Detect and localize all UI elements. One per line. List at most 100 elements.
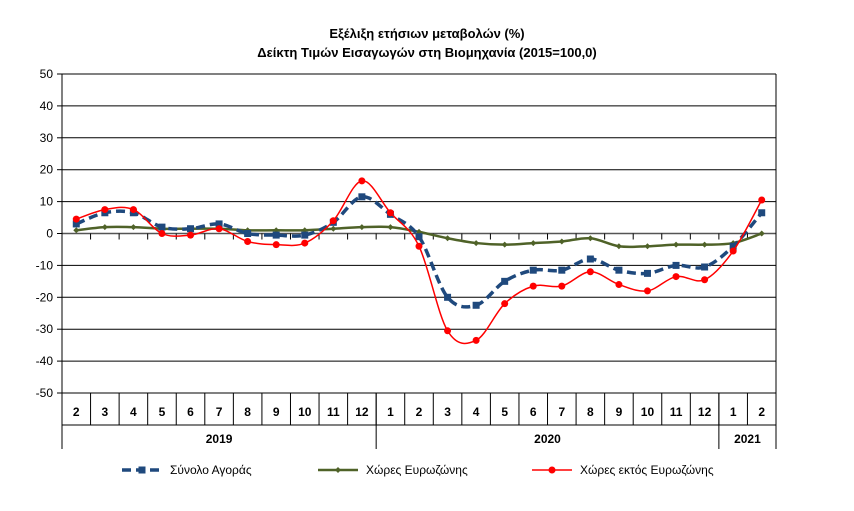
category-label: 12: [698, 405, 712, 419]
data-point: [758, 209, 766, 217]
year-label: 2021: [734, 432, 761, 446]
category-label: 4: [473, 405, 480, 419]
category-label: 9: [616, 405, 623, 419]
data-point: [129, 206, 137, 214]
data-point: [101, 206, 109, 214]
y-tick-label: -40: [36, 354, 54, 368]
legend-marker: [335, 467, 341, 473]
legend-label: Χώρες εκτός Ευρωζώνης: [580, 463, 714, 477]
data-point: [644, 243, 651, 250]
data-point: [387, 224, 394, 231]
category-label: 11: [670, 405, 683, 419]
legend-label: Σύνολο Αγοράς: [170, 463, 252, 477]
data-point: [158, 223, 166, 231]
data-point: [472, 301, 480, 309]
data-point: [272, 231, 280, 239]
data-point: [444, 293, 452, 301]
data-point: [301, 231, 309, 239]
data-point: [473, 240, 480, 247]
data-point: [386, 209, 394, 217]
data-point: [415, 242, 423, 250]
data-point: [758, 196, 766, 204]
category-label: 8: [587, 405, 594, 419]
data-point: [244, 230, 252, 237]
data-point: [358, 193, 366, 201]
data-point: [187, 225, 195, 233]
y-tick-label: 20: [40, 163, 54, 177]
category-label: 1: [730, 405, 737, 419]
data-point: [215, 220, 223, 228]
legend-marker: [138, 466, 146, 474]
y-tick-label: 10: [40, 195, 54, 209]
category-label: 11: [327, 405, 340, 419]
legend-label: Χώρες Ευρωζώνης: [366, 463, 468, 477]
year-label: 2020: [534, 432, 561, 446]
data-point: [587, 235, 594, 242]
data-point: [672, 273, 680, 281]
chart-title: Εξέλιξη ετήσιων μεταβολών (%): [329, 26, 525, 41]
data-point: [701, 276, 709, 284]
data-point: [101, 224, 108, 231]
category-label: 12: [355, 405, 369, 419]
data-point: [758, 230, 765, 237]
data-point: [615, 243, 622, 250]
legend-marker: [548, 466, 556, 474]
data-point: [130, 224, 137, 231]
data-point: [558, 238, 565, 245]
data-point: [501, 300, 509, 308]
data-point: [672, 261, 680, 269]
y-tick-label: 0: [46, 227, 53, 241]
category-label: 4: [130, 405, 137, 419]
category-label: 10: [641, 405, 655, 419]
category-label: 1: [387, 405, 394, 419]
y-tick-label: -50: [36, 386, 54, 400]
data-point: [701, 263, 709, 271]
data-point: [501, 277, 509, 285]
data-point: [643, 287, 651, 295]
y-tick-label: -30: [36, 322, 54, 336]
data-point: [358, 224, 365, 231]
data-point: [444, 327, 452, 335]
category-label: 5: [159, 405, 166, 419]
data-point: [301, 239, 309, 247]
data-point: [501, 241, 508, 248]
series-line-0: [75, 195, 764, 309]
y-tick-label: -10: [36, 258, 54, 272]
data-point: [615, 281, 623, 289]
data-point: [643, 269, 651, 277]
category-label: 7: [558, 405, 565, 419]
data-point: [73, 227, 80, 234]
series-line-2: [76, 180, 763, 345]
year-label: 2019: [206, 432, 233, 446]
data-point: [673, 241, 680, 248]
data-point: [330, 225, 337, 232]
data-point: [72, 220, 80, 228]
data-point: [329, 217, 337, 225]
category-label: 9: [273, 405, 280, 419]
data-point: [558, 282, 566, 290]
data-point: [729, 242, 737, 250]
category-label: 6: [530, 405, 537, 419]
y-tick-label: -20: [36, 290, 54, 304]
y-tick-label: 50: [40, 67, 54, 81]
category-label: 7: [216, 405, 223, 419]
y-tick-label: 40: [40, 99, 54, 113]
data-point: [729, 247, 737, 255]
data-point: [529, 266, 537, 274]
data-point: [586, 268, 594, 276]
data-point: [558, 266, 566, 274]
y-tick-label: 30: [40, 131, 54, 145]
category-label: 6: [187, 405, 194, 419]
category-label: 2: [73, 405, 80, 419]
data-point: [701, 241, 708, 248]
category-label: 5: [501, 405, 508, 419]
data-point: [615, 266, 623, 274]
category-label: 3: [444, 405, 451, 419]
data-point: [358, 177, 366, 185]
data-point: [529, 282, 537, 290]
category-label: 2: [758, 405, 765, 419]
data-point: [444, 235, 451, 242]
data-point: [586, 255, 594, 263]
